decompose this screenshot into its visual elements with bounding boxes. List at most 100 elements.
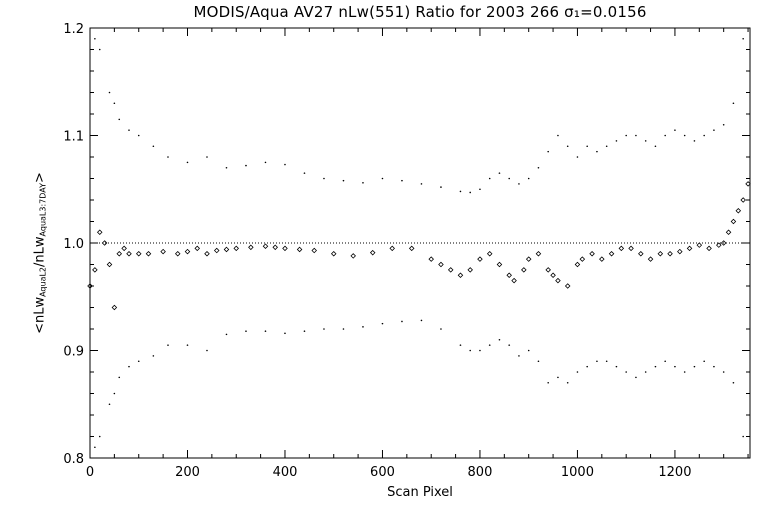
mean-ratio-point <box>628 245 634 252</box>
mean-ratio-point <box>96 229 103 236</box>
lower-bound-point <box>693 365 696 368</box>
upper-bound-point <box>469 191 472 194</box>
lower-bound-point <box>284 332 286 335</box>
upper-bound-point <box>664 134 666 137</box>
mean-ratio-point <box>496 261 503 268</box>
y-tick-label: 1.0 <box>63 237 84 252</box>
mean-ratio-point <box>657 250 664 257</box>
upper-bound-point <box>498 172 501 174</box>
y-tick-label: 1.1 <box>63 130 84 145</box>
lower-bound-point <box>342 328 345 330</box>
mean-ratio-point <box>428 256 434 262</box>
lower-bound-point <box>625 371 627 373</box>
mean-ratio-point <box>282 245 288 252</box>
lower-bound-point <box>264 330 267 332</box>
upper-bound-point <box>381 177 384 180</box>
mean-ratio-point <box>550 272 556 279</box>
lower-bound-point <box>469 349 472 352</box>
mean-ratio-point <box>545 267 551 273</box>
lower-bound-point <box>362 326 364 328</box>
upper-bound-point <box>566 145 569 148</box>
upper-bound-point <box>683 134 686 137</box>
lower-bound-point <box>674 365 676 368</box>
lower-bound-point <box>664 360 666 363</box>
x-tick-label: 600 <box>370 465 395 480</box>
upper-bound-point <box>703 134 705 137</box>
upper-bound-point <box>284 163 286 166</box>
mean-ratio-point <box>369 249 376 256</box>
mean-ratio-point <box>330 250 337 257</box>
mean-ratio-point <box>272 244 278 251</box>
mean-ratio-point <box>486 250 493 257</box>
lower-bound-point <box>186 344 189 346</box>
mean-ratio-point <box>589 250 595 257</box>
upper-bound-point <box>508 177 511 180</box>
lower-bound-point <box>113 392 116 395</box>
y-tick-label: 0.9 <box>63 345 84 360</box>
plot-area: 0 200 400 600 800 1000 1200 0.8 0.9 1.0 1.1 1.2 <box>63 22 751 480</box>
mean-ratio-point <box>506 272 512 279</box>
upper-bound-point <box>596 150 598 153</box>
x-tick-label: 400 <box>273 465 298 480</box>
upper-bound-point <box>654 145 657 148</box>
mean-ratio-point <box>686 245 693 252</box>
upper-bound-point <box>674 129 676 131</box>
mean-ratio-point <box>296 246 303 253</box>
lower-bound-point <box>245 330 247 332</box>
mean-ratio-point <box>720 240 727 246</box>
lower-bound-point <box>303 330 306 332</box>
mean-ratio-point <box>677 248 683 255</box>
upper-bound-point <box>459 190 462 193</box>
lower-bound-point <box>420 319 423 322</box>
mean-ratio-point <box>194 245 201 252</box>
lower-bound-point <box>644 371 647 373</box>
upper-bound-point <box>635 134 637 137</box>
mean-ratio-point <box>535 250 542 257</box>
mean-ratio-point <box>87 283 93 289</box>
upper-bound-point <box>625 134 627 137</box>
mean-ratio-point <box>511 277 517 284</box>
lower-bound-point <box>206 349 208 352</box>
lower-bound-point <box>498 338 501 341</box>
upper-bound-point <box>128 129 130 131</box>
upper-bound-point <box>527 177 530 180</box>
upper-bound-point <box>693 140 696 142</box>
mean-ratio-point <box>706 245 712 252</box>
upper-bound-point <box>732 102 735 105</box>
lower-bound-point <box>479 349 481 352</box>
upper-bound-point <box>264 161 267 164</box>
y-tick-label: 1.2 <box>63 22 84 37</box>
mean-ratio-point <box>248 244 254 251</box>
mean-ratio-point <box>350 253 356 259</box>
mean-ratio-point <box>574 261 581 268</box>
lower-bound-point <box>225 333 228 336</box>
mean-ratio-point <box>311 247 317 254</box>
lower-bound-point <box>683 371 686 373</box>
upper-bound-point <box>401 179 403 182</box>
upper-bound-point <box>342 179 345 182</box>
mean-ratio-point <box>457 272 464 279</box>
x-tick-label: 800 <box>468 465 493 480</box>
upper-bound-point <box>186 161 189 164</box>
lower-bound-point <box>703 360 705 363</box>
lower-bound-point <box>742 435 744 438</box>
mean-ratio-point <box>599 256 605 262</box>
upper-bound-point <box>108 91 111 94</box>
lower-bound-point <box>713 365 715 368</box>
mean-ratio-point <box>223 246 230 253</box>
upper-bound-point <box>742 37 744 40</box>
upper-bound-point <box>152 145 155 148</box>
mean-ratio-point <box>262 243 269 249</box>
upper-bound-point <box>518 183 520 185</box>
upper-bound-point <box>420 183 423 185</box>
x-axis-label: Scan Pixel <box>387 485 453 500</box>
mean-ratio-point <box>447 267 454 273</box>
mean-ratio-point <box>618 245 625 252</box>
mean-ratio-point <box>555 277 561 284</box>
lower-bound-point <box>118 376 121 379</box>
lower-bound-point <box>596 360 598 363</box>
mean-ratio-point <box>716 242 722 248</box>
mean-ratio-point <box>579 256 586 262</box>
lower-bound-point <box>527 349 530 352</box>
